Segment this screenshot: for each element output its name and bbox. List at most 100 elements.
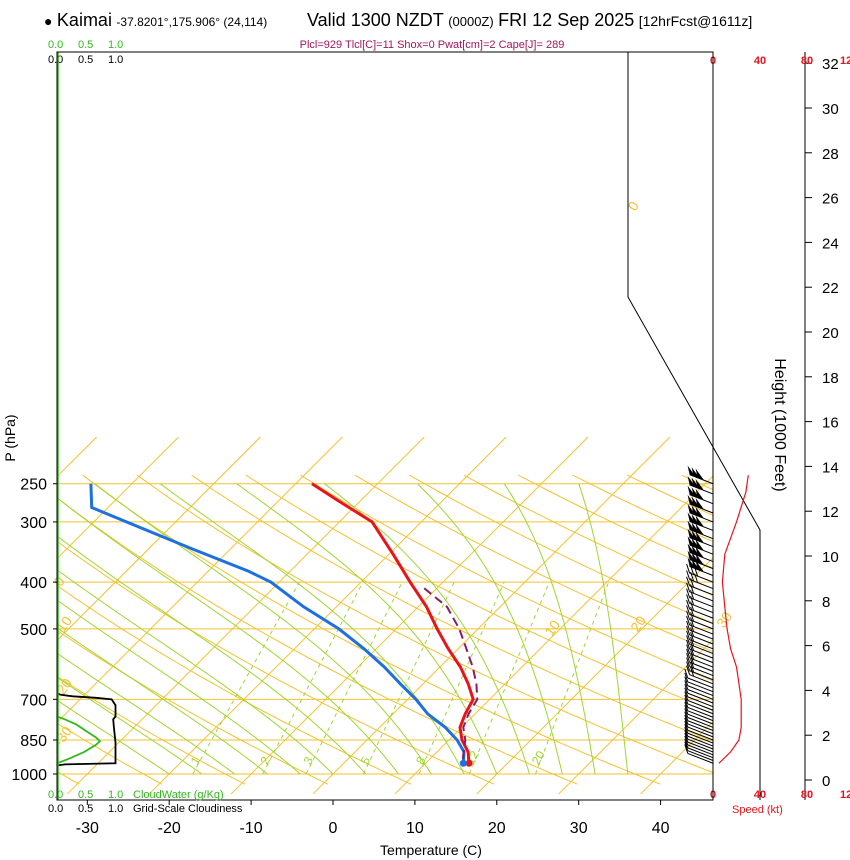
moist-adiabat [57, 497, 399, 775]
dry-adiabat [57, 497, 578, 785]
moist-adiabat [578, 483, 629, 775]
cloudwater-scale-top: 0.0 [48, 39, 63, 51]
wind-barb [687, 520, 714, 540]
wind-barb-staff [689, 559, 714, 570]
moist-adiabat [94, 483, 432, 775]
wind-barb-flag [695, 553, 704, 565]
wind-barb-feather [686, 588, 691, 598]
isotherm-label: -10 [50, 613, 75, 639]
wind-barb-staff [689, 512, 714, 523]
moist-adiabat [236, 483, 498, 775]
wind-barb [686, 620, 714, 640]
mixing-ratio-line [418, 581, 505, 775]
wind-barb-staff [689, 529, 714, 540]
wind-barb-feather [690, 632, 695, 642]
wind-barb [684, 676, 714, 697]
cloudwater-scale-bottom: 1.0 [108, 789, 123, 801]
wind-barb [684, 701, 714, 722]
wind-barb-flag [691, 505, 700, 517]
cloudwater-scale-top: 1.0 [108, 39, 123, 51]
wind-barb [686, 625, 714, 645]
axis-layer [56, 51, 714, 801]
speed-tick-label-top: 12 [840, 55, 850, 67]
pressure-tick-label: 250 [20, 477, 47, 494]
cloud-water-line [56, 715, 102, 765]
height-tick-label: 6 [822, 639, 830, 656]
wind-barb [686, 630, 714, 650]
isotherm-line [476, 557, 713, 795]
isotherm-line [394, 475, 713, 795]
wind-barb-feather [684, 701, 689, 711]
pressure-tick-label: 700 [20, 692, 47, 709]
wind-barb [686, 635, 714, 655]
isotherm-label: 10 [541, 617, 563, 639]
wind-barb-feather [686, 644, 691, 654]
wind-barb-feather [686, 610, 691, 620]
wind-barb-flag [695, 506, 704, 518]
wind-barb-feather [686, 563, 691, 574]
wind-barb-feather [684, 687, 689, 698]
height-axis-label: Height (1000 Feet) [771, 358, 788, 491]
wind-barb-feather [684, 724, 689, 734]
plot-frame [56, 51, 714, 801]
moist-adiabat [57, 569, 334, 775]
mixing-ratio-line [305, 581, 403, 775]
moist-adiabat [57, 676, 203, 775]
mixing-ratio-label: 20 [529, 748, 548, 767]
dry-adiabat [57, 540, 495, 785]
wind-barb [687, 528, 714, 548]
height-tick-label: 4 [822, 683, 830, 700]
moist-adiabat [57, 599, 301, 775]
wind-barb-feather [684, 741, 689, 751]
location-bullet: ● [44, 13, 53, 29]
wind-barb-feather [684, 708, 689, 718]
wind-barb-staff [687, 747, 714, 759]
location-coords: -37.8201°,175.906° (24,114) [116, 15, 268, 29]
wind-barb-column: 0246810121416182022242628303200404080801… [627, 52, 850, 801]
wind-barb-staff [687, 735, 714, 747]
cloudiness-scale-top: 1.0 [108, 54, 123, 66]
wind-barb-staff [689, 565, 714, 576]
wind-speed-line [718, 475, 749, 764]
wind-barb-feather [686, 635, 691, 645]
moist-adiabat [159, 483, 465, 775]
moist-adiabat [324, 483, 531, 775]
dry-adiabat [57, 584, 412, 785]
wind-barb-feather [684, 680, 689, 690]
dry-adiabat [245, 474, 713, 712]
wind-barb [684, 738, 714, 759]
moist-adiabat [57, 652, 235, 775]
wind-barb-feather [684, 672, 689, 683]
isotherm-label: -20 [50, 675, 75, 701]
wind-barb-staff [689, 494, 714, 505]
wind-barb [686, 615, 714, 635]
dewpoint-line [89, 483, 466, 764]
wind-barb [686, 639, 714, 659]
wind-barb [684, 684, 714, 704]
height-tick-label: 0 [822, 773, 830, 790]
wind-barb [684, 672, 714, 693]
wind-barb-staff [689, 537, 714, 548]
wind-barb-staff [687, 703, 714, 715]
wind-barb [684, 717, 714, 738]
pressure-axis-label: P (hPa) [2, 414, 18, 461]
wind-barb-feather [686, 576, 691, 586]
height-tick-label: 12 [822, 504, 839, 521]
wind-barb-staff [689, 520, 714, 531]
cloudiness-scale-bottom: 0.0 [48, 803, 63, 815]
wind-barb-flag [695, 523, 704, 535]
dry-adiabat [57, 675, 246, 785]
wind-barb-feather [686, 648, 691, 659]
wind-barb-staff [687, 732, 714, 744]
mixing-ratio-label: 1 [188, 754, 204, 767]
wind-barb-feather [686, 653, 691, 663]
wind-barb-feather [686, 570, 691, 580]
wind-barb-feather [686, 605, 691, 615]
speed-tick-label-bottom: 80 [801, 789, 813, 801]
wind-barb [684, 724, 714, 744]
wind-barb-feather [684, 705, 689, 715]
pressure-tick-label: 850 [20, 733, 47, 750]
wind-barb-feather [690, 627, 695, 637]
wind-barb-feather [690, 612, 695, 622]
wind-barb-feather [686, 665, 691, 675]
